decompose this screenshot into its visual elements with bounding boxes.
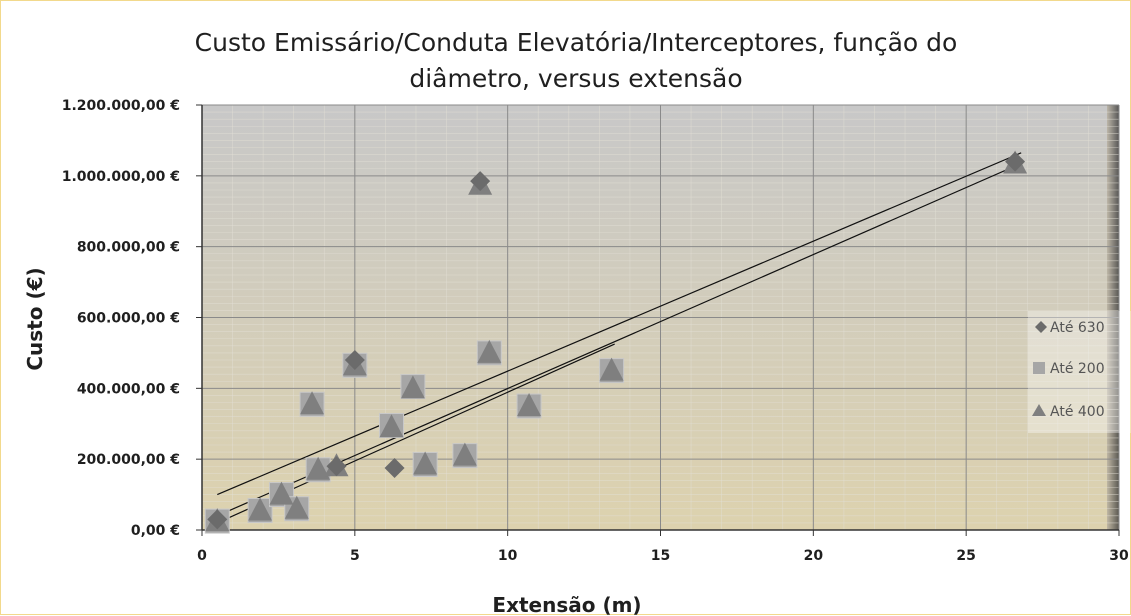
trendline (217, 162, 1022, 517)
marker-triangle (269, 481, 294, 505)
legend: Até 630 Até 200 Até 400 (1028, 311, 1131, 433)
x-tick-label: 15 (651, 548, 670, 564)
x-tick-label: 5 (350, 548, 360, 564)
legend-box (1028, 311, 1131, 433)
legend-label-ate-400: Até 400 (1050, 404, 1105, 420)
marker-triangle (400, 375, 425, 399)
x-tick-label: 0 (197, 548, 207, 564)
marker-diamond (1005, 151, 1026, 172)
trendline (217, 152, 1022, 496)
legend-label-ate-200: Até 200 (1050, 361, 1105, 377)
y-tick-label: 400.000,00 € (77, 381, 180, 397)
y-tick-label: 0,00 € (131, 523, 180, 539)
legend-item-ate-400: Até 400 (1032, 404, 1105, 420)
y-tick-label: 1.000.000,00 € (62, 169, 180, 185)
y-tick-label: 800.000,00 € (77, 240, 180, 256)
marker-triangle (452, 442, 477, 466)
legend-symbol-diamond (1035, 321, 1047, 333)
x-axis-title: Extensão (m) (492, 593, 641, 616)
marker-triangle (306, 456, 331, 480)
x-tick-label: 10 (498, 548, 518, 564)
y-tick-label: 1.200.000,00 € (62, 98, 180, 114)
legend-label-ate-630: Até 630 (1050, 320, 1105, 336)
marker-triangle (413, 451, 438, 475)
marker-diamond (470, 171, 491, 192)
marker-triangle (517, 393, 542, 417)
marker-diamond (207, 509, 228, 530)
marker-triangle (300, 391, 325, 415)
legend-symbol-square (1033, 362, 1045, 374)
y-axis-title: Custo (€) (23, 267, 47, 370)
marker-triangle (284, 495, 309, 519)
marker-triangle (248, 497, 273, 521)
marker-diamond (344, 350, 365, 370)
marker-diamond (384, 458, 405, 479)
marker-triangle (477, 339, 502, 363)
x-axis-ticks: 0 5 10 15 20 25 30 (197, 530, 1129, 564)
y-tick-label: 600.000,00 € (77, 311, 180, 327)
legend-item-ate-200: Até 200 (1033, 361, 1105, 377)
marker-triangle (599, 357, 624, 381)
chart-title-line-1: Custo Emissário/Conduta Elevatória/Inter… (195, 28, 958, 57)
data-markers (204, 150, 1028, 534)
chart-title-line-2: diâmetro, versus extensão (409, 64, 742, 93)
y-tick-label: 200.000,00 € (77, 452, 180, 468)
x-tick-label: 30 (1109, 548, 1129, 564)
x-tick-label: 25 (956, 548, 975, 564)
marker-triangle (379, 414, 404, 438)
legend-symbol-triangle (1032, 404, 1046, 416)
x-tick-label: 20 (804, 548, 824, 564)
legend-item-ate-630: Até 630 (1035, 320, 1105, 336)
y-axis-ticks: 0,00 € 200.000,00 € 400.000,00 € 600.000,00… (62, 98, 202, 539)
marker-diamond (326, 456, 347, 477)
chart-title: Custo Emissário/Conduta Elevatória/Inter… (195, 28, 958, 93)
